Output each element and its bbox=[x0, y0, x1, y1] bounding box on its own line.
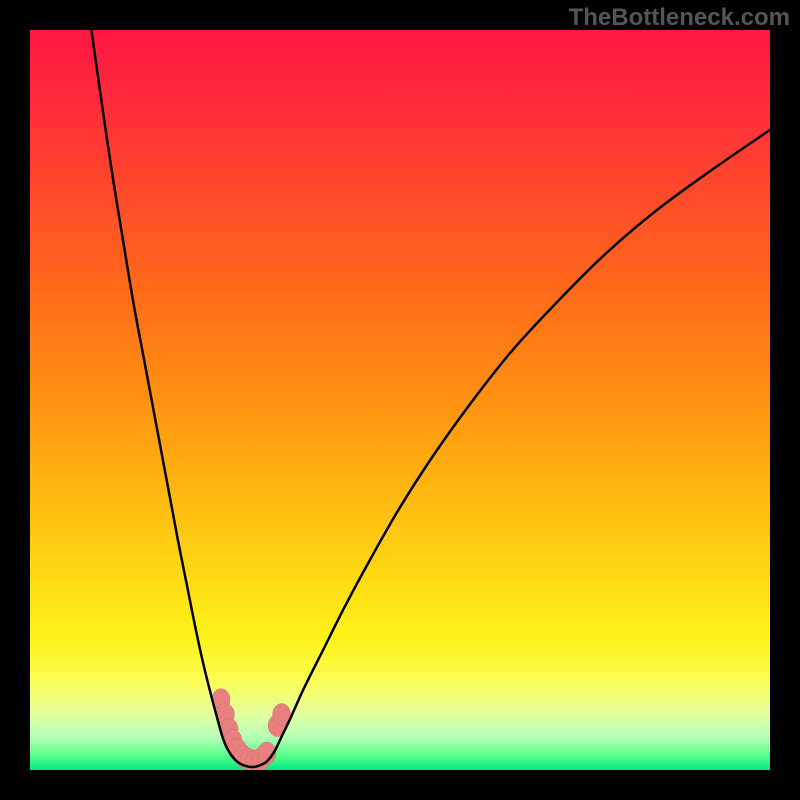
chart-frame: TheBottleneck.com bbox=[0, 0, 800, 800]
watermark-text: TheBottleneck.com bbox=[569, 4, 790, 32]
plot-area bbox=[30, 30, 770, 770]
gradient-background bbox=[30, 30, 770, 770]
bottleneck-chart bbox=[30, 30, 770, 770]
